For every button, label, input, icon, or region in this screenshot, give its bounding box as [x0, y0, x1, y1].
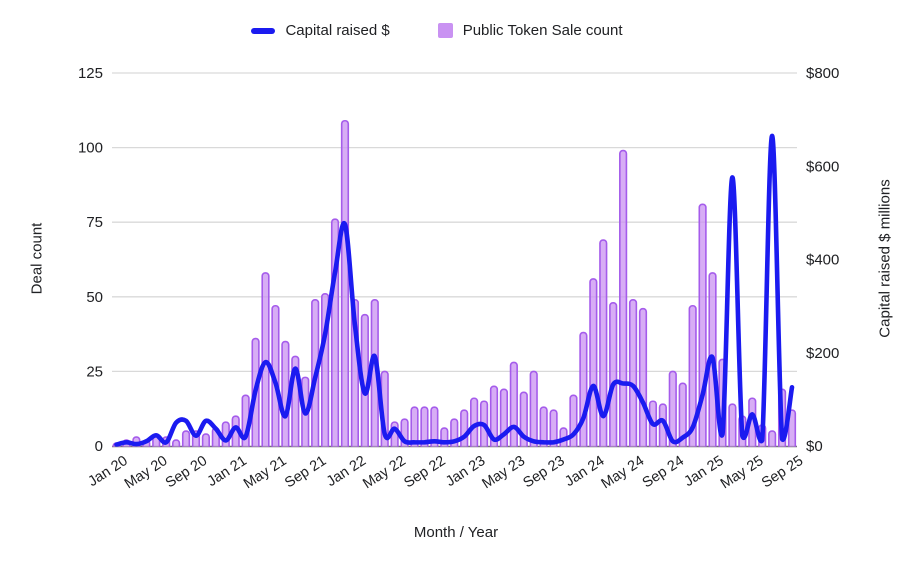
y-tick-label-right: $400 — [806, 252, 839, 269]
y-tick-label-left: 50 — [86, 289, 103, 306]
x-tick-label: Jan 24 — [562, 453, 607, 490]
bar — [410, 406, 419, 447]
y-tick-label-left: 75 — [86, 214, 103, 231]
x-tick-label: Sep 20 — [163, 453, 210, 491]
x-tick-label: May 20 — [122, 453, 171, 492]
gridlines — [112, 72, 797, 373]
capital-raised-line — [114, 133, 795, 447]
x-tick-label: Jan 20 — [85, 453, 130, 490]
bar — [619, 149, 628, 447]
x-axis-title: Month / Year — [413, 524, 499, 541]
bar — [688, 304, 697, 447]
bar — [698, 203, 707, 447]
bar — [589, 278, 598, 447]
bar — [609, 301, 618, 447]
bar — [181, 430, 191, 447]
y-tick-label-left: 100 — [78, 140, 103, 157]
bar — [509, 361, 518, 447]
x-tick-label: Sep 25 — [759, 453, 806, 491]
bar — [519, 391, 528, 447]
y-tick-label-right: $0 — [806, 438, 823, 455]
legend-item-token-sale-count: Public Token Sale count — [437, 22, 623, 39]
x-tick-label: Jan 25 — [681, 453, 726, 490]
bar — [539, 406, 548, 447]
bar — [201, 433, 211, 447]
y-axis-title-right: Capital raised $ millions — [876, 179, 894, 338]
bar — [499, 388, 509, 447]
bar-series — [112, 119, 797, 447]
x-tick-label: May 21 — [241, 453, 290, 492]
bar — [768, 430, 777, 447]
y-axis-title-left: Deal count — [28, 222, 46, 295]
x-tick-label: Sep 24 — [640, 453, 687, 491]
chart-legend: Capital raised $ Public Token Sale count — [0, 22, 922, 39]
bar — [599, 239, 608, 447]
bar — [440, 427, 449, 447]
x-tick-label: Sep 21 — [282, 453, 329, 491]
bar — [340, 119, 350, 447]
bar — [489, 385, 499, 447]
x-tick-label: May 25 — [718, 453, 767, 492]
x-tick-label: May 24 — [599, 453, 648, 492]
y-tick-label-right: $600 — [806, 158, 839, 175]
bar — [579, 331, 588, 447]
y-tick-label-left: 25 — [86, 363, 103, 380]
y-tick-label-right: $200 — [806, 345, 839, 362]
y-axis-ticks-left: 0 25 50 75 100 125 — [78, 65, 103, 455]
bar — [728, 403, 737, 447]
bar — [787, 409, 797, 447]
bar — [678, 382, 687, 447]
legend-label: Public Token Sale count — [462, 22, 623, 39]
x-tick-label: Jan 22 — [324, 453, 369, 490]
y-tick-label-right: $800 — [806, 65, 839, 82]
bar — [668, 370, 677, 447]
legend-label: Capital raised $ — [285, 22, 390, 39]
bar — [638, 307, 648, 447]
bar — [628, 298, 638, 447]
x-tick-label: Jan 23 — [443, 453, 488, 490]
bar — [549, 409, 558, 447]
legend-item-capital-raised: Capital raised $ — [251, 22, 390, 39]
x-tick-label: May 23 — [479, 453, 528, 492]
bar — [569, 394, 578, 447]
x-tick-label: Jan 21 — [205, 453, 250, 490]
bar — [529, 370, 538, 447]
bar — [450, 418, 459, 447]
bar — [420, 406, 429, 447]
bar-swatch-icon — [437, 23, 453, 38]
bar — [460, 409, 469, 447]
y-axis-ticks-right: $0 $200 $400 $600 $800 — [806, 65, 839, 455]
line-swatch-icon — [251, 27, 276, 34]
bar — [172, 439, 181, 447]
x-tick-label: May 22 — [360, 453, 409, 492]
y-tick-label-left: 0 — [95, 438, 103, 455]
bar — [430, 406, 439, 447]
x-tick-label: Sep 22 — [401, 453, 448, 491]
y-tick-label-left: 125 — [78, 65, 103, 82]
x-tick-label: Sep 23 — [520, 453, 567, 491]
